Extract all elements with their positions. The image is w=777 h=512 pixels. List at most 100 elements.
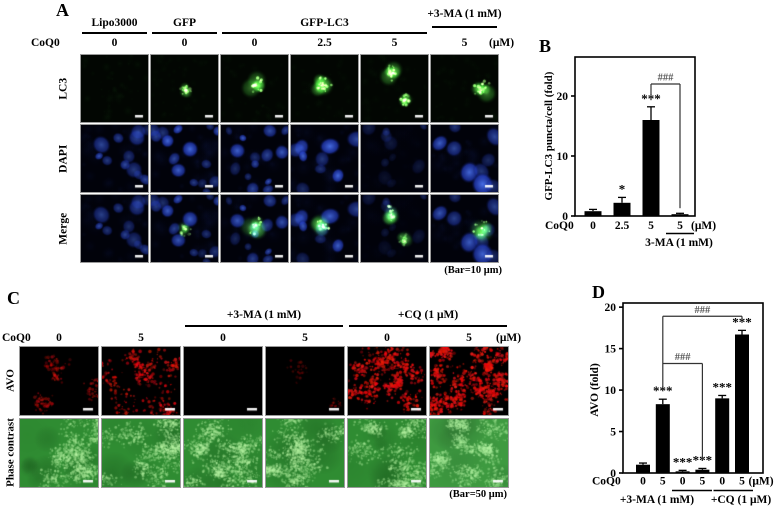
micrograph-dapi-2-canvas xyxy=(221,125,288,192)
group-label: 3-MA (1 mM) xyxy=(645,237,713,249)
sig-label: *** xyxy=(712,379,732,394)
panel-a-group-underline-3 xyxy=(432,26,497,28)
panel-a-scale-note: (Bar=10 μm) xyxy=(444,265,502,276)
x-tick-label: 2.5 xyxy=(615,220,630,232)
micrograph-avo-2 xyxy=(183,346,263,416)
panel-a-dose-label-1: 0 xyxy=(181,37,188,49)
micrograph-phase-3 xyxy=(265,418,345,488)
panel-a-dose-label-2: 0 xyxy=(251,37,258,49)
bar xyxy=(735,334,749,473)
group-label: +CQ (1 μM) xyxy=(711,494,772,506)
micrograph-phase-5 xyxy=(429,418,509,488)
micrograph-phase-4-canvas xyxy=(348,419,426,487)
panel-a-dose-label-3: 2.5 xyxy=(317,37,332,49)
micrograph-dapi-4-canvas xyxy=(361,125,428,192)
x-tick-label: 5 xyxy=(677,220,683,232)
x-tick-label: 0 xyxy=(719,476,725,488)
panel-a-letter: A xyxy=(56,0,69,20)
y-tick-label: 20 xyxy=(557,91,569,103)
panel-a-group-header-3: +3-MA (1 mM) xyxy=(427,8,502,20)
panel-a-row-label-merge: Merge xyxy=(57,212,70,245)
panel-c-group-underline-1 xyxy=(349,325,507,327)
micrograph-dapi-5-canvas xyxy=(431,125,498,192)
micrograph-merge-2-canvas xyxy=(221,195,288,262)
panel-c-dose-label-4: 0 xyxy=(384,332,390,344)
micrograph-phase-0-canvas xyxy=(20,419,98,487)
bar xyxy=(675,471,690,473)
micrograph-avo-3 xyxy=(265,346,345,416)
micrograph-dapi-0 xyxy=(80,124,149,193)
panel-c-group-header-1: +CQ (1 μM) xyxy=(397,309,459,321)
sig-label: *** xyxy=(732,314,752,329)
micrograph-phase-2 xyxy=(183,418,263,488)
x-tick-label: 5 xyxy=(648,220,654,232)
plot-box xyxy=(622,302,764,474)
micrograph-merge-3 xyxy=(290,194,359,263)
panel-b-letter: B xyxy=(539,36,552,56)
micrograph-avo-1-canvas xyxy=(102,347,180,415)
micrograph-merge-4 xyxy=(360,194,429,263)
x-tick-label: 0 xyxy=(590,220,596,232)
panel-c-unit-label: (μM) xyxy=(496,332,522,344)
micrograph-lc3-0 xyxy=(80,54,149,123)
x-tick-label: 5 xyxy=(739,476,745,488)
micrograph-lc3-5 xyxy=(430,54,499,123)
x-unit-label: (μM) xyxy=(749,476,774,488)
panel-c-dose-label-1: 5 xyxy=(138,332,144,344)
y-tick-label: 15 xyxy=(605,344,617,356)
panel-a-dose-label-5: 5 xyxy=(461,37,468,49)
panel-a-group-header-1: GFP xyxy=(173,17,196,29)
micrograph-phase-5-canvas xyxy=(430,419,508,487)
micrograph-phase-4 xyxy=(347,418,427,488)
panel-a-group-header-2: GFP-LC3 xyxy=(300,17,349,29)
x-unit-label: (μM) xyxy=(691,220,716,232)
x-tick-label: 5 xyxy=(700,476,706,488)
panel-a-unit-label: (μM) xyxy=(489,37,515,49)
micrograph-dapi-5 xyxy=(430,124,499,193)
y-tick-label: 10 xyxy=(605,385,617,397)
micrograph-merge-4-canvas xyxy=(361,195,428,262)
panel-d-letter: D xyxy=(592,282,605,302)
bar xyxy=(671,214,689,216)
micrograph-dapi-3-canvas xyxy=(291,125,358,192)
panel-a-dose-label-4: 5 xyxy=(391,37,398,49)
bar xyxy=(715,398,730,473)
micrograph-lc3-4 xyxy=(360,54,429,123)
micrograph-merge-2 xyxy=(220,194,289,263)
micrograph-avo-4 xyxy=(347,346,427,416)
micrograph-lc3-5-canvas xyxy=(431,55,498,122)
micrograph-phase-0 xyxy=(19,418,99,488)
micrograph-phase-1-canvas xyxy=(102,419,180,487)
micrograph-lc3-1-canvas xyxy=(151,55,218,122)
x-prefix-label: CoQ0 xyxy=(592,476,621,488)
x-tick-label: 5 xyxy=(660,476,666,488)
panel-a-group-header-0: Lipo3000 xyxy=(91,17,138,29)
micrograph-dapi-1-canvas xyxy=(151,125,218,192)
micrograph-avo-4-canvas xyxy=(348,347,426,415)
x-tick-label: 0 xyxy=(680,476,686,488)
bar xyxy=(695,469,710,473)
panel-a-group-underline-1 xyxy=(152,32,217,34)
plot-box xyxy=(574,56,696,217)
bar xyxy=(642,120,660,216)
sig-label: *** xyxy=(653,383,673,398)
micrograph-phase-3-canvas xyxy=(266,419,344,487)
bar xyxy=(655,404,670,473)
micrograph-avo-3-canvas xyxy=(266,347,344,415)
bar xyxy=(584,211,602,216)
y-tick-label: 10 xyxy=(557,151,569,163)
panel-a-row-label-lc3: LC3 xyxy=(57,77,70,100)
micrograph-avo-0 xyxy=(19,346,99,416)
micrograph-lc3-2-canvas xyxy=(221,55,288,122)
micrograph-dapi-1 xyxy=(150,124,219,193)
micrograph-lc3-0-canvas xyxy=(81,55,148,122)
sig-label: *** xyxy=(673,454,693,469)
bracket-label: ### xyxy=(695,305,712,316)
panel-c-letter: C xyxy=(7,288,20,308)
micrograph-dapi-0-canvas xyxy=(81,125,148,192)
panel-a-group-underline-0 xyxy=(82,32,147,34)
y-tick-label: 0 xyxy=(562,211,568,223)
micrograph-phase-2-canvas xyxy=(184,419,262,487)
